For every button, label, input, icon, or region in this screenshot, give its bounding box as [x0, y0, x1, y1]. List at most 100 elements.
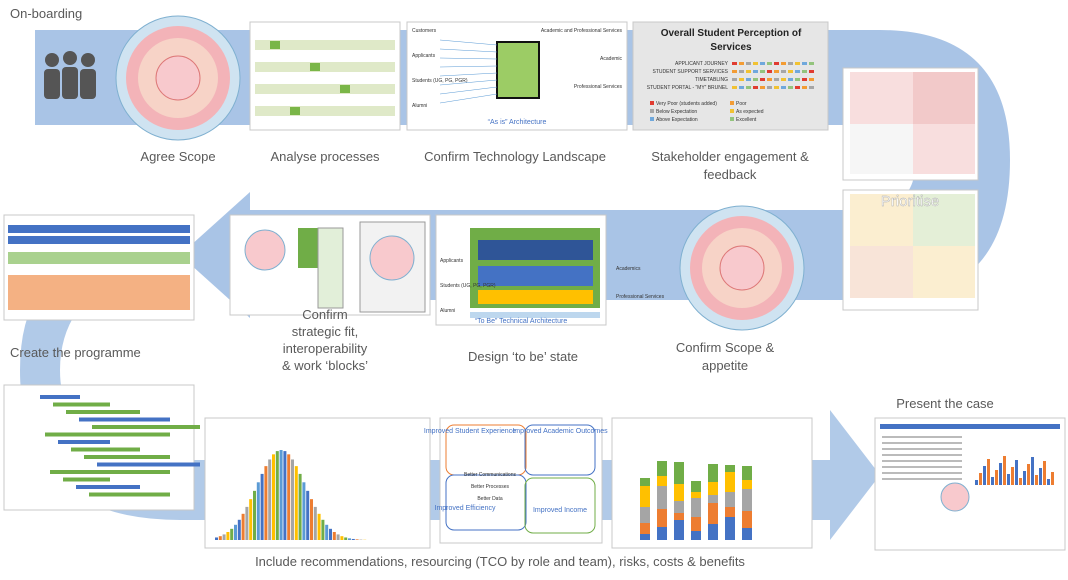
column-seg — [674, 462, 684, 484]
hist-bar — [272, 454, 275, 540]
hist-bar — [234, 524, 237, 540]
column-seg — [691, 531, 701, 540]
hist-bar — [348, 538, 351, 540]
column-seg — [674, 484, 684, 501]
legend-swatch — [730, 109, 734, 113]
gantt-bar — [50, 470, 170, 474]
actor-label: Alumni — [412, 103, 427, 109]
connector — [439, 93, 498, 104]
legend-swatch — [730, 117, 734, 121]
scope-wheel — [115, 15, 241, 141]
mini-bar — [1003, 456, 1006, 485]
column-seg — [742, 489, 752, 511]
hist-bar — [332, 531, 336, 540]
connector — [439, 86, 498, 95]
mini-bar — [1035, 475, 1038, 485]
column-seg — [674, 513, 684, 520]
hist-bar — [310, 499, 313, 540]
hist-bar — [291, 459, 294, 540]
row-label: APPLICANT JOURNEY — [675, 61, 729, 67]
row-label: TIMETABLING — [695, 77, 728, 83]
dot — [753, 62, 758, 65]
hist-bar — [226, 531, 230, 540]
dot — [746, 62, 751, 65]
column-seg — [742, 528, 752, 540]
stage-label: Design ‘to be’ state — [468, 349, 578, 364]
stage-label: Agree Scope — [140, 149, 215, 164]
driver-label: Better Data — [477, 496, 503, 502]
column-seg — [708, 495, 718, 503]
actor-label: Students (UG, PG, PGR) — [412, 78, 468, 84]
column-seg — [691, 498, 701, 517]
mini-bar — [1043, 461, 1046, 485]
actor-label: Alumni — [440, 308, 455, 314]
column-seg — [691, 481, 701, 492]
dot — [739, 78, 744, 81]
stage-label: Confirm — [302, 307, 348, 322]
column-seg — [640, 523, 650, 534]
legend-label: Above Expectation — [656, 117, 698, 123]
column-seg — [725, 492, 735, 507]
text-line — [882, 454, 962, 456]
column-seg — [708, 503, 718, 524]
as-is-caption: “As is” Architecture — [488, 119, 547, 126]
actor-label: Professional Services — [574, 84, 623, 90]
actor-label: Applicants — [412, 53, 436, 59]
to-be-caption: “To Be” Technical Architecture — [475, 318, 568, 325]
column-seg — [657, 461, 667, 476]
stage-label: On-boarding — [10, 6, 82, 21]
dot — [802, 62, 807, 65]
dot — [774, 86, 779, 89]
hist-bar — [253, 490, 256, 540]
column-seg — [657, 476, 667, 486]
hist-bar — [317, 513, 321, 540]
column-seg — [708, 524, 718, 540]
dot — [809, 70, 814, 73]
column-seg — [657, 509, 667, 527]
perception-title: Services — [710, 42, 752, 53]
dot — [767, 62, 772, 65]
column-seg — [708, 464, 718, 482]
column-seg — [657, 527, 667, 540]
dot — [753, 70, 758, 73]
text-line — [882, 460, 962, 462]
text-line — [882, 478, 962, 480]
dot — [802, 70, 807, 73]
gantt-bar — [58, 440, 110, 444]
mini-bar — [1051, 472, 1054, 485]
mini-bar — [1007, 474, 1010, 485]
dot — [760, 78, 765, 81]
gantt-bar — [89, 492, 170, 497]
actor-label: Academic and Professional Services — [541, 28, 623, 34]
column-seg — [725, 517, 735, 540]
actor-label: Students (UG, PG, PGR) — [440, 283, 496, 289]
scope-wheel — [679, 205, 805, 331]
hist-bar — [321, 519, 325, 540]
hist-bar — [245, 506, 249, 540]
mini-bar — [1039, 468, 1042, 485]
hist-bar — [249, 499, 253, 540]
dot — [795, 86, 800, 89]
hist-bar — [215, 537, 218, 540]
mini-bar — [1015, 460, 1018, 485]
column-seg — [691, 492, 701, 498]
dot — [774, 62, 779, 65]
gantt-bar — [63, 477, 110, 482]
stage-label: Stakeholder engagement & — [651, 149, 809, 164]
mini-bar — [995, 470, 998, 485]
hist-bar — [268, 459, 272, 540]
actor-label: Customers — [412, 28, 437, 34]
hist-bar — [298, 473, 302, 540]
dot — [767, 70, 772, 73]
legend-swatch — [650, 101, 654, 105]
gantt-bar — [66, 410, 140, 414]
process-map — [255, 40, 395, 116]
column-seg — [742, 480, 752, 489]
actor-label: Academics — [616, 266, 641, 272]
mini-bar — [1027, 464, 1030, 485]
mini-bar — [1011, 467, 1014, 485]
dot — [781, 70, 786, 73]
dot — [746, 86, 751, 89]
dot — [753, 78, 758, 81]
